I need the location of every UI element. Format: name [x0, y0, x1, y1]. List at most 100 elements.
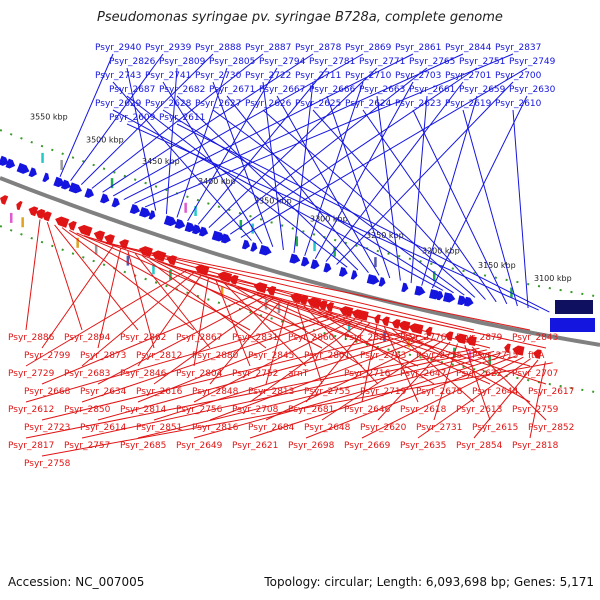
gene-label: Psyr_2649	[176, 441, 223, 451]
gene-label: Psyr_2619	[445, 99, 492, 109]
gene-label: Psyr_2685	[120, 441, 166, 451]
gene-label-line	[112, 81, 252, 241]
gene-label: Psyr_2615	[472, 423, 518, 433]
feature-tick	[60, 160, 63, 170]
gene-label-line	[529, 361, 546, 439]
feature-tick	[333, 246, 336, 257]
gene-label: Psyr_2852	[528, 423, 574, 433]
feature-tick	[194, 206, 197, 216]
gene-label-line	[83, 235, 363, 331]
gene-arrow	[191, 224, 202, 235]
gene-label: Psyr_2613	[456, 405, 502, 415]
feature-tick	[295, 236, 298, 247]
gene-label: Psyr_2707	[512, 369, 558, 379]
gene-label-line	[249, 353, 509, 439]
gene-label: Psyr_2667	[259, 85, 305, 95]
gene-label: Psyr_2609	[109, 113, 156, 123]
gene-label-lines	[25, 53, 553, 457]
gene-label: Psyr_2659	[459, 85, 506, 95]
gene-label: Psyr_2708	[232, 405, 279, 415]
feature-tick	[374, 257, 377, 268]
gene-label: Psyr_2629	[95, 99, 142, 109]
gene-label-line	[98, 240, 475, 331]
gene-label-line	[137, 350, 495, 439]
gene-label-line	[229, 67, 478, 235]
accession-label: Accession: NC_007005	[8, 575, 145, 589]
gene-label: Psyr_2612	[8, 405, 54, 415]
gene-label: Psyr_2626	[245, 99, 292, 109]
feature-tick	[383, 331, 386, 342]
gene-label: Psyr_2759	[512, 405, 559, 415]
gene-label-line	[249, 320, 363, 403]
gene-label: Psyr_2624	[345, 99, 392, 109]
gene-label: Psyr_2723	[24, 423, 70, 433]
gene-arrow	[436, 290, 444, 301]
gene-label: Psyr_2722	[245, 71, 291, 81]
gene-arrow	[139, 207, 152, 218]
gene-arrow	[442, 292, 456, 303]
gene-label: Psyr_2813	[248, 387, 294, 397]
gene-arrow	[28, 167, 37, 178]
feature-tick	[76, 237, 79, 248]
gene-label: Psyr_2837	[495, 43, 541, 53]
scale-label: 3350 kbp	[254, 196, 292, 205]
gene-label: Psyr_2635	[400, 441, 446, 451]
scale-label: 3450 kbp	[142, 157, 180, 166]
gene-label-line	[144, 53, 514, 208]
gene-label: Psyr_2794	[259, 57, 306, 67]
gene-label-line	[215, 279, 251, 367]
gene-label-line	[293, 81, 314, 253]
gene-arrow	[366, 274, 380, 285]
gene-label-line	[208, 67, 378, 228]
feature-tick	[41, 152, 44, 163]
gene-arrow	[350, 270, 358, 280]
gene-arrow	[184, 222, 196, 233]
gene-label-line	[376, 95, 401, 281]
gene-label: Psyr_2634	[80, 387, 127, 397]
feature-tick	[184, 202, 187, 213]
gene-label: Psyr_2758	[24, 459, 71, 469]
gene-label: Psyr_2781	[309, 57, 355, 67]
gene-label: Psyr_2623	[395, 99, 441, 109]
gene-arrow	[425, 326, 433, 337]
gene-label: Psyr_2861	[395, 43, 441, 53]
gene-label: Psyr_2617	[528, 387, 574, 397]
gene-label-line	[209, 336, 429, 421]
gene-label: Psyr_2684	[248, 423, 295, 433]
gene-arrow	[84, 226, 93, 237]
gene-label: Psyr_2756	[176, 405, 223, 415]
gene-label: Psyr_2666	[309, 85, 356, 95]
gene-label: Psyr_2611	[159, 113, 205, 123]
gene-label: Psyr_2614	[80, 423, 127, 433]
gene-label: Psyr_2801	[304, 351, 350, 361]
feature-tick	[313, 241, 316, 252]
gene-arrow	[338, 267, 348, 277]
gene-label: Psyr_2799	[24, 351, 71, 361]
gene-label-line	[105, 242, 531, 331]
gene-label-line	[134, 53, 464, 204]
backbone-line	[0, 176, 600, 347]
gene-arrow	[104, 234, 115, 245]
gene-label-line	[97, 333, 414, 421]
gene-label: Psyr_2844	[445, 43, 492, 53]
gene-label-line	[212, 81, 274, 247]
gene-label: Psyr_2716	[344, 369, 391, 379]
gene-label-line	[212, 109, 465, 296]
gene-label-line	[46, 221, 83, 331]
feature-tick	[433, 271, 436, 282]
gene-label-line	[325, 311, 547, 385]
gene-label: Psyr_2700	[495, 71, 542, 81]
gene-label: Psyr_2940	[95, 43, 142, 53]
gene-label: Psyr_2809	[159, 57, 206, 67]
gene-label: Psyr_2616	[136, 387, 183, 397]
scale-label: 3100 kbp	[534, 274, 572, 283]
gene-label-line	[165, 67, 178, 215]
gene-label: Psyr_2668	[24, 387, 71, 397]
gene-cluster-box	[555, 300, 593, 314]
scale-label: 3250 kbp	[366, 231, 404, 240]
gene-arrow	[512, 345, 525, 356]
gene-arrow	[55, 216, 70, 228]
gene-label: Psyr_2630	[509, 85, 556, 95]
gene-label: Psyr_2848	[192, 387, 239, 397]
gene-label-line	[61, 227, 195, 331]
